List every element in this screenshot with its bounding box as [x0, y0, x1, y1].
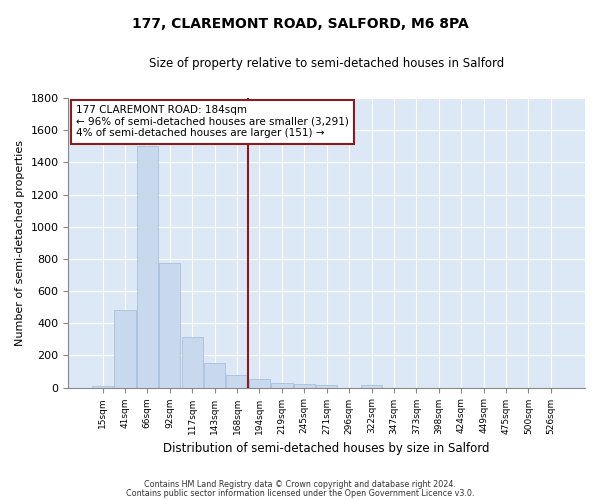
Text: 177 CLAREMONT ROAD: 184sqm
← 96% of semi-detached houses are smaller (3,291)
4% : 177 CLAREMONT ROAD: 184sqm ← 96% of semi…: [76, 106, 349, 138]
Bar: [159, 263, 181, 388]
Bar: [226, 374, 248, 388]
Bar: [316, 385, 337, 388]
Text: 177, CLAREMONT ROAD, SALFORD, M6 8PA: 177, CLAREMONT ROAD, SALFORD, M6 8PA: [131, 18, 469, 32]
Y-axis label: Number of semi-detached properties: Number of semi-detached properties: [15, 140, 25, 346]
Bar: [293, 384, 315, 388]
Bar: [182, 337, 203, 388]
Bar: [92, 386, 113, 388]
Bar: [249, 378, 270, 388]
X-axis label: Distribution of semi-detached houses by size in Salford: Distribution of semi-detached houses by …: [163, 442, 490, 455]
Bar: [361, 385, 382, 388]
Title: Size of property relative to semi-detached houses in Salford: Size of property relative to semi-detach…: [149, 58, 505, 70]
Bar: [137, 146, 158, 388]
Bar: [271, 382, 293, 388]
Text: Contains HM Land Registry data © Crown copyright and database right 2024.: Contains HM Land Registry data © Crown c…: [144, 480, 456, 489]
Bar: [204, 362, 225, 388]
Text: Contains public sector information licensed under the Open Government Licence v3: Contains public sector information licen…: [126, 488, 474, 498]
Bar: [115, 310, 136, 388]
